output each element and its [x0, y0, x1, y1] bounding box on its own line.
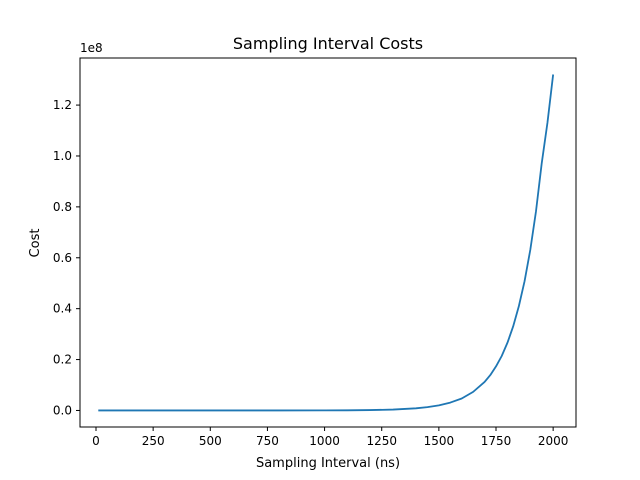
y-tick-label: 0.4: [53, 302, 72, 316]
chart-title: Sampling Interval Costs: [233, 34, 423, 53]
cost-series-line: [98, 74, 555, 412]
x-ticks: 0 250 500 750 1000 1250 1500 1750 2000: [92, 427, 568, 448]
x-tick-label: 1750: [481, 434, 512, 448]
plot-frame: [79, 57, 577, 428]
y-axis-label: Cost: [28, 229, 43, 258]
y-offset-text: 1e8: [80, 41, 103, 55]
plot-series: [98, 74, 555, 412]
y-tick-label: 1.0: [53, 149, 72, 163]
x-tick-label: 0: [92, 434, 100, 448]
y-tick-label: 0.0: [53, 403, 72, 417]
y-tick-label: 0.6: [53, 251, 72, 265]
x-tick-label: 2000: [538, 434, 569, 448]
y-tick-label: 1.2: [53, 98, 72, 112]
y-tick-label: 0.8: [53, 200, 72, 214]
y-ticks: 0.0 0.2 0.4 0.6 0.8 1.0 1.2: [53, 98, 80, 417]
y-tick-label: 0.2: [53, 353, 72, 367]
x-axis-label: Sampling Interval (ns): [256, 456, 400, 471]
x-tick-label: 500: [199, 434, 222, 448]
x-tick-label: 1250: [366, 434, 397, 448]
x-tick-label: 250: [142, 434, 165, 448]
x-tick-label: 1500: [424, 434, 455, 448]
x-tick-label: 1000: [309, 434, 340, 448]
x-tick-label: 750: [256, 434, 279, 448]
